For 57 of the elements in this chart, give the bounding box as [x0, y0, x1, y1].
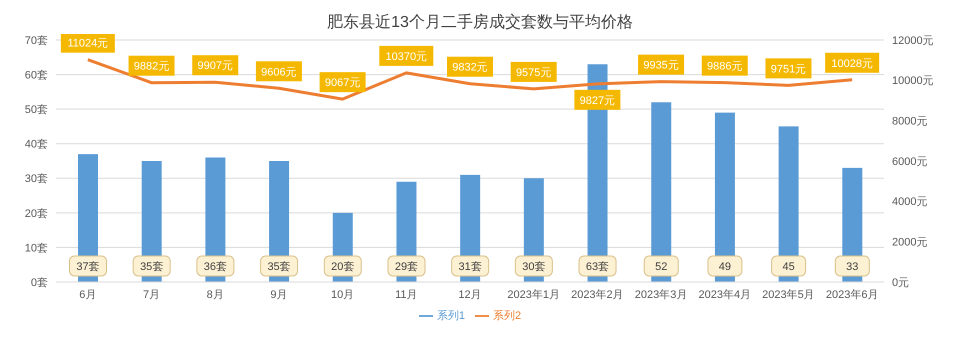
x-tick-label: 10月: [330, 288, 354, 301]
x-tick-label: 7月: [142, 288, 160, 301]
data-label: 52: [655, 261, 668, 273]
data-label: 9575元: [516, 66, 552, 79]
y2-tick-label: 12000元: [892, 34, 934, 47]
data-label: 9751元: [770, 63, 806, 76]
data-label: 9832元: [452, 62, 488, 74]
y-tick-label: 40套: [24, 138, 48, 151]
data-label: 29套: [394, 261, 418, 273]
data-label: 9827元: [580, 94, 616, 107]
data-label: 37套: [76, 261, 100, 273]
data-label: 10370元: [386, 50, 428, 63]
y2-tick-label: 0元: [892, 276, 910, 289]
data-label: 49: [718, 261, 732, 273]
x-tick-label: 2023年6月: [826, 288, 878, 301]
data-label: 9886元: [707, 60, 743, 73]
y-tick-label: 70套: [24, 34, 48, 47]
x-tick-label: 2023年4月: [698, 288, 752, 301]
data-label: 30套: [522, 261, 546, 273]
x-tick-label: 11月: [395, 288, 418, 301]
y2-tick-label: 2000元: [892, 236, 928, 249]
data-label: 9907元: [197, 60, 233, 72]
data-label: 35套: [267, 261, 291, 273]
data-label: 10028元: [831, 58, 873, 70]
data-label: 36套: [204, 261, 228, 273]
x-tick-label: 2023年2月: [571, 288, 624, 301]
x-tick-label: 2023年5月: [762, 288, 815, 301]
y-tick-label: 60套: [24, 69, 48, 82]
y-tick-label: 10套: [24, 242, 48, 254]
chart-title: 肥东县近13个月二手房成交套数与平均价格: [326, 12, 634, 33]
x-tick-label: 8月: [206, 288, 224, 301]
x-tick-label: 12月: [458, 288, 482, 301]
data-label: 9935元: [643, 60, 679, 72]
data-label: 35套: [140, 261, 164, 273]
data-label: 63套: [586, 261, 610, 273]
data-label: 20套: [331, 261, 354, 273]
y-tick-label: 50套: [24, 104, 48, 116]
data-label: 9882元: [134, 60, 170, 73]
y2-tick-label: 10000元: [892, 75, 934, 88]
y-tick-label: 0套: [30, 276, 48, 289]
x-tick-label: 2023年1月: [507, 288, 560, 301]
data-label: 31套: [458, 261, 482, 273]
data-label: 33: [846, 261, 858, 273]
data-label: 9067元: [324, 77, 360, 90]
y-tick-label: 30套: [24, 173, 48, 186]
y2-tick-label: 6000元: [892, 156, 928, 168]
x-tick-label: 6月: [79, 288, 96, 301]
y2-tick-label: 4000元: [892, 196, 928, 208]
legend-label: 系列2: [493, 310, 522, 322]
y2-tick-label: 8000元: [892, 116, 928, 128]
y-tick-label: 20套: [24, 208, 48, 220]
data-label: 45: [782, 261, 795, 273]
data-label: 9606元: [261, 66, 297, 78]
data-label: 11024元: [67, 38, 108, 50]
legend-label: 系列1: [436, 310, 465, 322]
x-tick-label: 9月: [270, 288, 288, 301]
x-tick-label: 2023年3月: [634, 288, 688, 301]
